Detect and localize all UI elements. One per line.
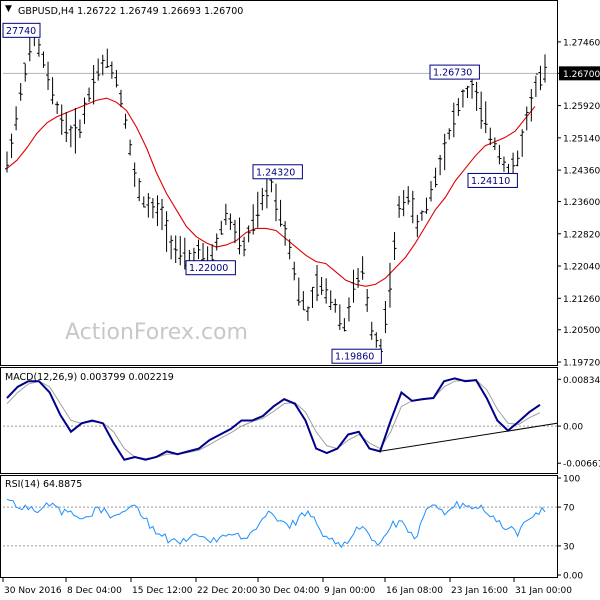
x-tick-label: 16 Jan 08:00 [386,586,443,596]
price-annotation-box [331,348,382,364]
price-ytick-label: 1.24360 [563,167,600,177]
macd-trendline [379,422,558,452]
price-annotation-label: 1.24320 [256,167,295,178]
x-tick-label: 22 Dec 20:00 [197,586,258,596]
price-ytick-label: 1.22040 [563,263,600,273]
macd-ytick-label: 0.00 [563,423,583,433]
x-tick-label: 30 Dec 04:00 [259,586,320,596]
rsi-panel-frame [0,475,558,578]
moving-average-series [6,97,536,287]
rsi-ytick-label: 100 [563,475,580,485]
price-ytick-label: 1.19720 [563,359,600,369]
rsi-line [6,498,546,549]
macd-ytick-label: -0.00661 [563,460,600,470]
x-tick-label: 30 Nov 2016 [4,586,62,596]
price-ytick-label: 1.27460 [563,38,600,48]
price-annotation-box [467,172,518,188]
price-ytick-label: 1.23600 [563,198,600,208]
rsi-ytick-label: 30 [563,542,575,552]
header-arrow: ▼ [5,4,12,14]
price-annotation-box [185,260,236,276]
current-price-box [559,66,600,81]
price-annotation-label: 1.26730 [433,68,472,79]
price-ytick-label: 1.25920 [563,102,600,112]
price-annotation-box [252,164,303,180]
rsi-ytick-label: 70 [563,504,575,514]
x-axis: 30 Nov 2016 8 Dec 04:00 15 Dec 12:00 22 Dec… [2,577,572,596]
macd-title: MACD(12,26,9) 0.003799 0.002219 [5,372,174,383]
rsi-axis: 100 70 30 0.00 [557,475,583,582]
current-price-label: 1.26700 [563,70,600,80]
price-panel-frame [0,0,558,366]
price-axis: 1.27460 1.26700 1.25920 1.25140 1.24360 1.236… [557,38,600,369]
rsi-plot [3,498,557,549]
price-annotation-label: 27740 [6,26,36,37]
macd-plot [3,377,558,461]
price-annotation-box [429,64,480,80]
price-annotations: 27740 1.26730 1.24320 1.22000 1.19860 1.24110 [2,22,518,364]
macd-axis: 0.008341 0.00 -0.00661 [557,376,600,470]
macd-ytick-label: 0.008341 [563,376,600,386]
price-annotation-label: 1.24110 [471,176,510,187]
x-tick-label: 23 Jan 16:00 [451,586,508,596]
price-ytick-label: 1.22820 [563,230,600,240]
price-ytick-label: 1.21260 [563,295,600,305]
macd-panel-frame [0,367,558,474]
macd-line [6,377,541,461]
price-annotation-box [2,22,41,38]
price-annotation-label: 1.22000 [189,263,228,274]
rsi-title: RSI(14) 64.8875 [5,479,82,490]
price-ytick-label: 1.20500 [563,326,600,336]
x-tick-label: 8 Dec 04:00 [67,586,122,596]
x-tick-label: 31 Jan 00:00 [515,586,572,596]
rsi-ytick-label: 0.00 [563,572,583,582]
watermark: ActionForex.com [65,320,248,345]
moving-average-line [6,97,536,287]
price-header: GBPUSD,H4 1.26722 1.26749 1.26693 1.2670… [18,6,243,17]
price-ytick-label: 1.25140 [563,134,600,144]
price-annotation-label: 1.19860 [335,352,374,363]
x-tick-label: 15 Dec 12:00 [132,586,193,596]
x-tick-label: 9 Jan 00:00 [324,586,376,596]
